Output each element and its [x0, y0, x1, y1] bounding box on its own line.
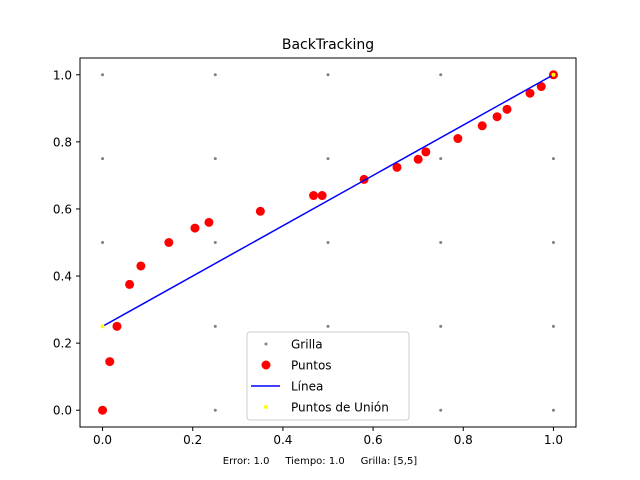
point-series1-0 — [98, 405, 108, 415]
point-series1-2 — [112, 321, 122, 331]
y-tick-label: 0.4 — [53, 270, 72, 284]
chart-marks — [98, 70, 558, 415]
point-series0-6 — [213, 324, 217, 328]
point-series0-19 — [551, 157, 555, 161]
footer-stats: Error: 1.0 Tiempo: 1.0 Grilla: [5,5] — [222, 456, 418, 467]
legend-swatch-marker — [264, 405, 268, 409]
point-series1-3 — [125, 279, 135, 289]
point-series0-14 — [551, 241, 555, 244]
x-tick-label: 0.6 — [364, 433, 383, 447]
point-series1-19 — [525, 88, 535, 98]
chart-legend: Grilla Puntos Línea Puntos de Unión — [246, 331, 410, 421]
point-series1-17 — [492, 112, 502, 122]
point-series0-17 — [326, 157, 330, 161]
point-series1-16 — [477, 121, 487, 131]
x-tick-label: 0.4 — [273, 433, 292, 447]
point-series1-1 — [105, 357, 115, 367]
y-tick-label: 0.6 — [53, 202, 72, 216]
point-series0-1 — [213, 408, 217, 412]
legend-swatch-marker — [264, 342, 268, 346]
point-series0-4 — [551, 408, 555, 412]
point-series0-21 — [213, 73, 217, 77]
point-series0-15 — [101, 157, 105, 161]
x-tick-label: 0.0 — [93, 433, 112, 447]
chart-title: BackTracking — [282, 37, 374, 53]
point-series1-18 — [502, 104, 512, 114]
point-series1-4 — [136, 261, 146, 271]
point-series0-8 — [439, 324, 443, 328]
x-tick-label: 0.2 — [183, 433, 202, 447]
point-series0-10 — [101, 241, 105, 244]
point-series1-9 — [309, 191, 319, 201]
y-tick-label: 0.8 — [53, 135, 72, 149]
point-series1-13 — [413, 154, 423, 164]
point-series1-8 — [255, 206, 265, 216]
point-series0-9 — [551, 324, 555, 328]
legend-label: Puntos — [291, 359, 332, 373]
point-series1-6 — [190, 223, 200, 233]
plot-frame — [79, 57, 577, 428]
x-tick-label: 0.8 — [454, 433, 473, 447]
series-line — [102, 74, 554, 328]
point-series0-22 — [326, 73, 330, 77]
point-series1-20 — [536, 82, 546, 92]
legend-label: Grilla — [291, 338, 323, 352]
point-series0-13 — [439, 241, 443, 244]
point-series0-18 — [439, 157, 443, 161]
point-series1-15 — [453, 134, 463, 144]
point-series1-7 — [204, 217, 214, 227]
x-tick-label: 1.0 — [544, 433, 563, 447]
legend-label: Puntos de Unión — [291, 401, 389, 415]
legend-label: Línea — [291, 380, 323, 394]
legend-box — [246, 331, 410, 421]
point-series0-3 — [439, 408, 443, 412]
y-tick-label: 0.2 — [53, 337, 72, 351]
point-series3-1 — [551, 72, 556, 77]
point-series1-12 — [392, 162, 402, 172]
point-series0-11 — [213, 241, 217, 244]
point-series0-23 — [439, 73, 443, 77]
point-series1-14 — [421, 147, 431, 157]
chart-axes: 0.0 0.2 0.4 0.6 0.8 1.0 0.0 0.2 0.4 0.6 0.8 1.0 — [53, 68, 563, 447]
y-tick-label: 0.0 — [53, 404, 72, 418]
point-series0-16 — [213, 157, 217, 161]
y-tick-label: 1.0 — [53, 68, 72, 82]
point-series1-10 — [317, 191, 327, 201]
point-series0-12 — [326, 241, 330, 244]
point-series0-7 — [326, 324, 330, 328]
legend-swatch-marker — [261, 360, 271, 370]
point-series1-5 — [164, 238, 174, 247]
point-series3-0 — [100, 324, 105, 329]
point-series0-20 — [101, 73, 105, 77]
